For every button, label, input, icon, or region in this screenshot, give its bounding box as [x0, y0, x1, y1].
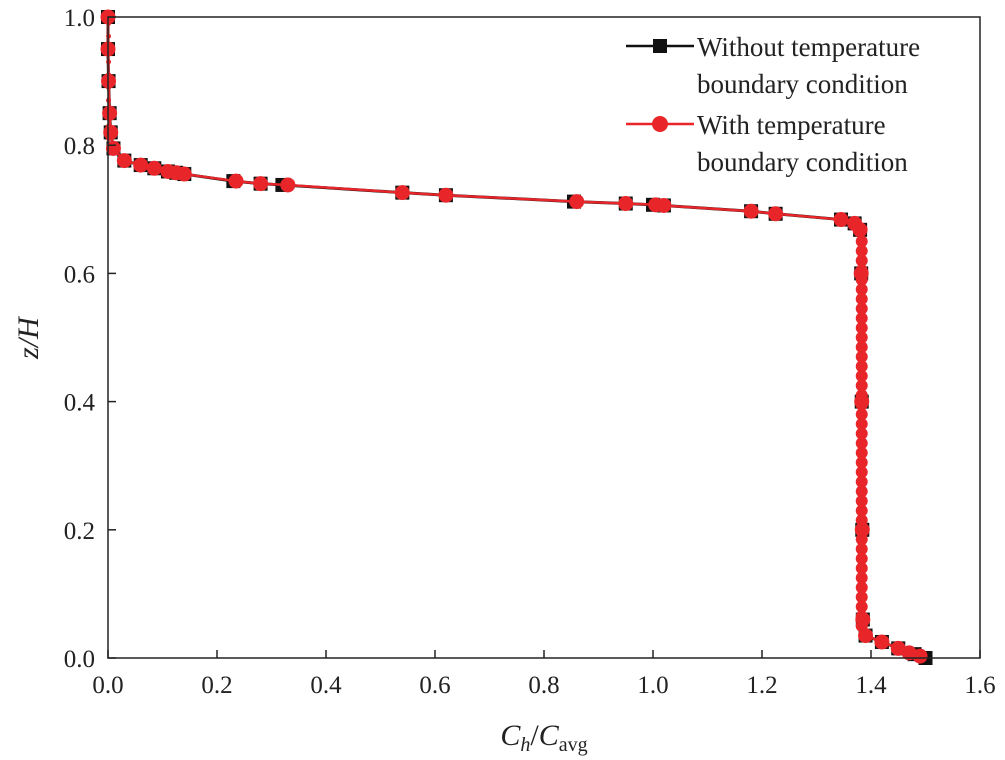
data-point	[855, 312, 868, 325]
legend: Without temperature boundary condition W…	[626, 32, 920, 177]
data-point	[855, 523, 868, 536]
legend-label-without-line1: Without temperature	[697, 32, 920, 62]
data-point	[176, 166, 192, 182]
data-point	[569, 194, 585, 210]
data-point	[855, 418, 868, 431]
data-point	[855, 264, 868, 277]
legend-label-with-line1: With temperature	[697, 110, 886, 140]
data-point	[133, 157, 149, 173]
y-axis-label: z/H	[12, 315, 45, 360]
data-point	[912, 648, 928, 664]
x-tick-label: 1.0	[637, 672, 668, 699]
data-point	[855, 581, 868, 594]
data-point	[855, 466, 868, 479]
x-tick-label: 1.2	[746, 672, 777, 699]
data-point	[855, 494, 868, 507]
data-point	[855, 254, 868, 267]
data-point	[855, 389, 868, 402]
legend-label-without-line2: boundary condition	[697, 69, 908, 99]
data-point	[855, 273, 868, 286]
data-point	[855, 350, 868, 363]
data-point	[768, 206, 784, 222]
x-tick-label: 0.8	[528, 672, 559, 699]
x-tick-label: 0.4	[310, 672, 342, 699]
series-with	[100, 9, 928, 664]
y-tick-label: 0.0	[64, 646, 95, 673]
x-tick-label: 0.0	[92, 672, 123, 699]
data-point	[855, 504, 868, 517]
data-point	[855, 341, 868, 354]
data-point	[855, 562, 868, 575]
data-point	[855, 446, 868, 459]
data-point	[855, 533, 868, 546]
y-tick-label: 0.6	[64, 261, 95, 288]
y-tick-label: 0.4	[64, 390, 96, 417]
data-point	[280, 177, 296, 193]
data-point	[855, 437, 868, 450]
data-point	[852, 222, 868, 238]
y-tick-label: 0.8	[64, 133, 95, 160]
data-point	[855, 456, 868, 469]
data-point	[438, 187, 454, 203]
data-point	[855, 293, 868, 306]
data-point	[855, 591, 868, 604]
data-point	[855, 321, 868, 334]
data-point	[855, 427, 868, 440]
data-point	[855, 369, 868, 382]
x-tick-label: 1.4	[855, 672, 887, 699]
data-point	[116, 153, 132, 169]
data-point	[394, 185, 410, 201]
data-point	[855, 398, 868, 411]
y-axis: 0.0 0.2 0.4 0.6 0.8 1.0	[64, 5, 116, 673]
data-point	[855, 302, 868, 315]
series-without	[101, 10, 933, 665]
data-point	[833, 212, 849, 228]
data-point	[855, 600, 868, 613]
data-point	[228, 173, 244, 189]
data-point	[855, 571, 868, 584]
y-tick-label: 0.2	[64, 518, 95, 545]
x-tick-label: 0.6	[419, 672, 450, 699]
data-point	[855, 475, 868, 488]
data-point	[855, 514, 868, 527]
y-tick-label: 1.0	[64, 5, 95, 32]
legend-marker-with	[652, 116, 668, 132]
x-tick-label: 0.2	[201, 672, 232, 699]
data-point	[855, 244, 868, 257]
data-point	[855, 485, 868, 498]
data-point	[618, 196, 634, 212]
data-point	[253, 176, 269, 192]
data-point	[855, 331, 868, 344]
data-point	[874, 634, 890, 650]
data-point	[855, 379, 868, 392]
data-point	[103, 124, 119, 140]
data-point	[855, 552, 868, 565]
x-axis: 0.0 0.2 0.4 0.6 0.8 1.0 1.2 1.4 1.6	[92, 650, 996, 699]
data-point	[146, 160, 162, 176]
data-point	[855, 610, 868, 623]
legend-label-with-line2: boundary condition	[697, 147, 908, 177]
data-point	[855, 235, 868, 248]
legend-item-without: Without temperature boundary condition	[626, 32, 920, 99]
data-point	[743, 203, 759, 219]
data-point	[656, 197, 672, 213]
x-axis-label: Ch/Cavg	[500, 719, 587, 756]
data-point	[855, 408, 868, 421]
legend-item-with: With temperature boundary condition	[626, 110, 908, 177]
data-point	[855, 619, 868, 632]
data-point	[855, 283, 868, 296]
x-tick-label: 1.6	[964, 672, 995, 699]
legend-marker-without	[653, 39, 667, 53]
data-point	[855, 360, 868, 373]
data-point	[855, 543, 868, 556]
plot-area	[100, 9, 933, 665]
